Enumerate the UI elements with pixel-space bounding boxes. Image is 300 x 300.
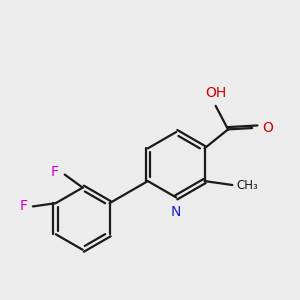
Text: OH: OH	[205, 86, 226, 100]
Text: N: N	[171, 205, 181, 219]
Text: F: F	[51, 165, 59, 179]
Text: O: O	[262, 121, 273, 135]
Text: CH₃: CH₃	[236, 178, 258, 191]
Text: F: F	[20, 200, 28, 213]
